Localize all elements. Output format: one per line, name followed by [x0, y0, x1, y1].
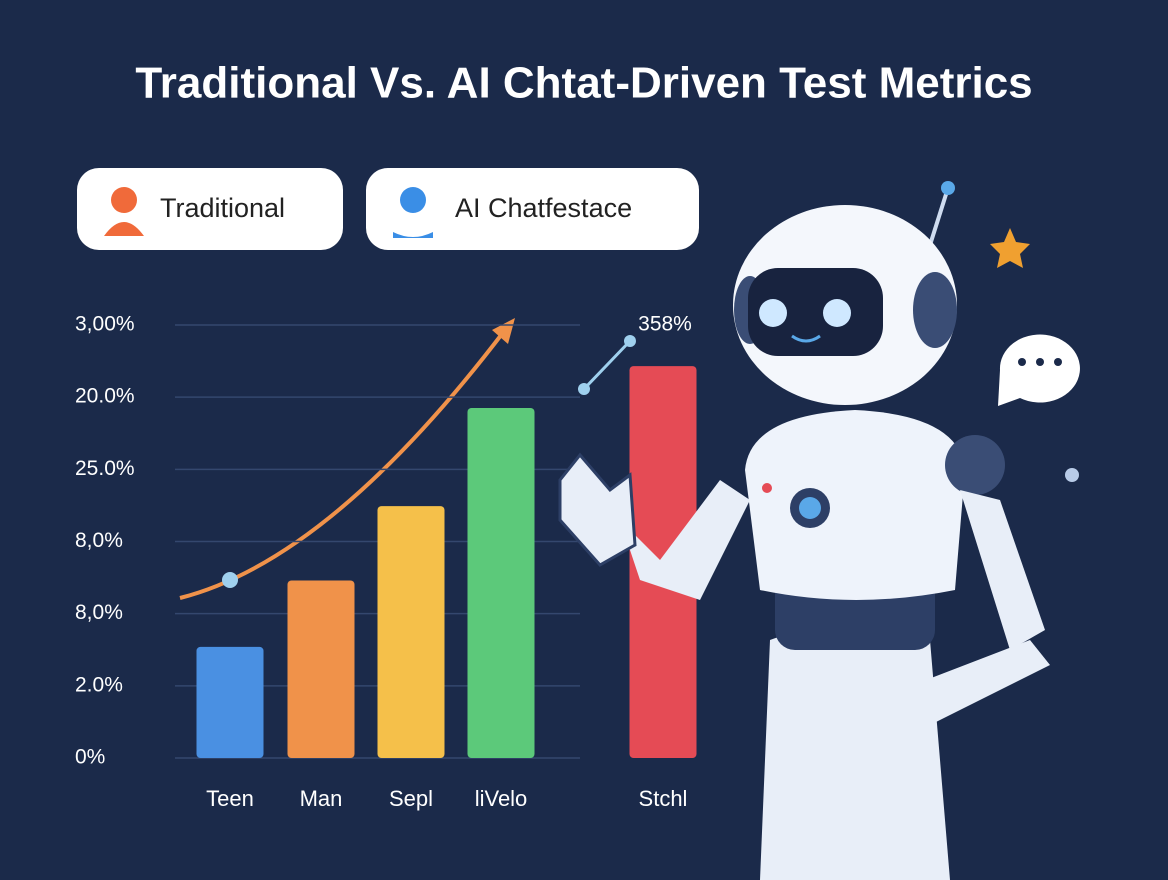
trend-arrow	[179, 328, 507, 600]
legend-icon	[400, 187, 426, 213]
dot	[578, 383, 590, 395]
legend-pill	[77, 168, 343, 250]
robot-ear	[913, 272, 957, 348]
bar	[467, 407, 535, 758]
x-tick-label: Man	[300, 786, 343, 811]
y-tick-label: 20.0%	[75, 385, 135, 408]
star	[990, 228, 1030, 268]
y-tick-label: 2.0%	[75, 673, 123, 696]
y-tick-label: 0%	[75, 746, 105, 769]
robot-chest	[799, 497, 821, 519]
robot-eye	[759, 299, 787, 327]
robot-arm	[620, 480, 750, 600]
connector	[582, 339, 632, 391]
y-tick-label: 25.0%	[75, 457, 135, 480]
x-tick-label: Stchl	[639, 786, 688, 811]
speech-bubble	[998, 334, 1080, 406]
legend-label: Traditional	[160, 193, 285, 223]
robot-hand	[558, 452, 637, 567]
bar	[377, 506, 445, 758]
antenna-tip	[941, 181, 955, 195]
chart-title: Traditional Vs. AI Chtat-Driven Test Met…	[135, 59, 1032, 108]
legend: Traditional AI Chatfestace	[77, 168, 699, 250]
decor	[179, 228, 1080, 600]
bar	[287, 580, 355, 758]
dot	[1065, 468, 1079, 482]
bar	[196, 646, 264, 758]
x-tick-label: Sepl	[389, 786, 433, 811]
legend-icon	[393, 232, 433, 238]
robot	[558, 181, 1050, 880]
dot	[1018, 358, 1026, 366]
x-tick-label: Teen	[206, 786, 254, 811]
robot-arm	[960, 490, 1045, 650]
x-tick-label: liVelo	[475, 786, 528, 811]
dot	[1054, 358, 1062, 366]
robot-eye	[823, 299, 851, 327]
robot-light	[762, 483, 772, 493]
dot	[624, 335, 636, 347]
robot-visor	[748, 268, 883, 356]
robot-arm	[880, 640, 1050, 730]
legend-pill	[366, 168, 699, 250]
antenna	[928, 187, 950, 246]
y-tick-label: 3,00%	[75, 313, 135, 336]
legend-icon	[104, 222, 144, 236]
dot	[1036, 358, 1044, 366]
y-tick-label: 8,0%	[75, 601, 123, 624]
robot-legs	[760, 625, 950, 880]
robot-shoulder	[945, 435, 1005, 495]
annotation: 358%	[638, 313, 692, 336]
dot	[222, 572, 238, 588]
robot-torso	[745, 410, 965, 600]
robot-mouth	[791, 334, 821, 343]
legend-label: AI Chatfestace	[455, 193, 632, 223]
legend-icon	[111, 187, 137, 213]
y-tick-label: 8,0%	[75, 529, 123, 552]
